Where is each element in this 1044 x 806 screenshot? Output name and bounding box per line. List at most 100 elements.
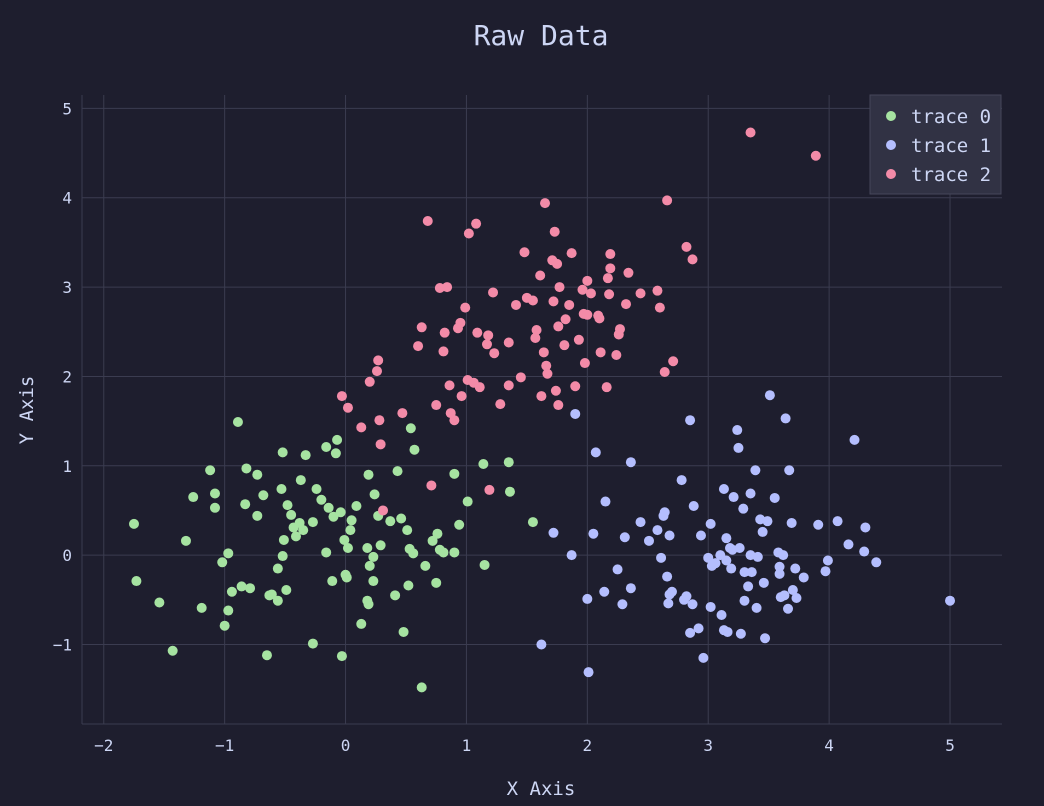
data-point[interactable]	[685, 415, 696, 426]
data-point[interactable]	[721, 555, 732, 566]
data-point[interactable]	[590, 447, 601, 458]
data-point[interactable]	[676, 475, 687, 486]
data-point[interactable]	[664, 530, 675, 541]
data-point[interactable]	[566, 550, 577, 561]
data-point[interactable]	[652, 525, 663, 536]
data-point[interactable]	[726, 563, 737, 574]
data-point[interactable]	[188, 492, 199, 503]
data-point[interactable]	[553, 321, 564, 332]
data-point[interactable]	[654, 302, 665, 313]
data-point[interactable]	[278, 534, 289, 545]
data-point[interactable]	[685, 627, 696, 638]
data-point[interactable]	[643, 535, 654, 546]
data-point[interactable]	[286, 509, 297, 520]
data-point[interactable]	[605, 249, 616, 260]
data-point[interactable]	[488, 287, 499, 298]
data-point[interactable]	[341, 572, 352, 583]
data-point[interactable]	[668, 356, 679, 367]
data-point[interactable]	[735, 628, 746, 639]
data-point[interactable]	[774, 568, 785, 579]
data-point[interactable]	[790, 563, 801, 574]
data-point[interactable]	[438, 547, 449, 558]
legend-label-trace-2[interactable]: trace 2	[911, 164, 991, 186]
data-point[interactable]	[619, 532, 630, 543]
data-point[interactable]	[368, 576, 379, 587]
data-point[interactable]	[553, 400, 564, 411]
data-point[interactable]	[332, 434, 343, 445]
data-point[interactable]	[356, 422, 367, 433]
data-point[interactable]	[503, 380, 514, 391]
data-point[interactable]	[612, 564, 623, 575]
legend[interactable]: trace 0 trace 1 trace 2	[869, 94, 1002, 195]
data-point[interactable]	[595, 347, 606, 358]
data-point[interactable]	[625, 583, 636, 594]
data-point[interactable]	[385, 516, 396, 527]
data-point[interactable]	[223, 605, 234, 616]
data-point[interactable]	[542, 368, 553, 379]
data-point[interactable]	[774, 561, 785, 572]
data-point[interactable]	[663, 598, 674, 609]
data-point[interactable]	[503, 457, 514, 468]
data-point[interactable]	[346, 515, 357, 526]
data-point[interactable]	[481, 339, 492, 350]
data-point[interactable]	[266, 589, 277, 600]
data-point[interactable]	[196, 602, 207, 613]
data-point[interactable]	[484, 484, 495, 495]
data-point[interactable]	[342, 402, 353, 413]
data-point[interactable]	[778, 550, 789, 561]
data-point[interactable]	[552, 258, 563, 269]
data-point[interactable]	[743, 581, 754, 592]
data-point[interactable]	[483, 330, 494, 341]
data-point[interactable]	[784, 465, 795, 476]
data-point[interactable]	[409, 444, 420, 455]
data-point[interactable]	[503, 337, 514, 348]
data-point[interactable]	[396, 513, 407, 524]
data-point[interactable]	[282, 500, 293, 511]
data-point[interactable]	[205, 465, 216, 476]
data-point[interactable]	[495, 399, 506, 410]
data-point[interactable]	[611, 349, 622, 360]
data-point[interactable]	[277, 551, 288, 562]
data-point[interactable]	[438, 346, 449, 357]
data-point[interactable]	[536, 639, 547, 650]
data-point[interactable]	[570, 408, 581, 419]
data-point[interactable]	[614, 324, 625, 335]
data-point[interactable]	[787, 584, 798, 595]
data-point[interactable]	[335, 507, 346, 518]
data-point[interactable]	[752, 551, 763, 562]
data-point[interactable]	[427, 535, 438, 546]
data-point[interactable]	[600, 496, 611, 507]
data-point[interactable]	[390, 590, 401, 601]
data-point[interactable]	[240, 499, 251, 510]
data-point[interactable]	[681, 591, 692, 602]
data-point[interactable]	[307, 638, 318, 649]
data-point[interactable]	[536, 391, 547, 402]
data-point[interactable]	[635, 288, 646, 299]
data-point[interactable]	[479, 559, 490, 570]
data-point[interactable]	[252, 469, 263, 480]
data-point[interactable]	[290, 531, 301, 542]
data-point[interactable]	[364, 376, 375, 387]
data-point[interactable]	[693, 623, 704, 634]
data-point[interactable]	[316, 494, 327, 505]
data-point[interactable]	[760, 633, 771, 644]
data-point[interactable]	[298, 525, 309, 536]
data-point[interactable]	[375, 540, 386, 551]
data-point[interactable]	[154, 597, 165, 608]
data-point[interactable]	[718, 484, 729, 495]
data-point[interactable]	[798, 572, 809, 583]
data-point[interactable]	[662, 195, 673, 206]
data-point[interactable]	[780, 413, 791, 424]
data-point[interactable]	[710, 558, 721, 569]
data-point[interactable]	[625, 457, 636, 468]
data-point[interactable]	[566, 248, 577, 259]
data-point[interactable]	[617, 599, 628, 610]
data-point[interactable]	[276, 484, 287, 495]
data-point[interactable]	[363, 469, 374, 480]
data-point[interactable]	[527, 517, 538, 528]
data-point[interactable]	[635, 517, 646, 528]
data-point[interactable]	[698, 652, 709, 663]
data-point[interactable]	[403, 580, 414, 591]
data-point[interactable]	[449, 547, 460, 558]
data-point[interactable]	[548, 296, 559, 307]
